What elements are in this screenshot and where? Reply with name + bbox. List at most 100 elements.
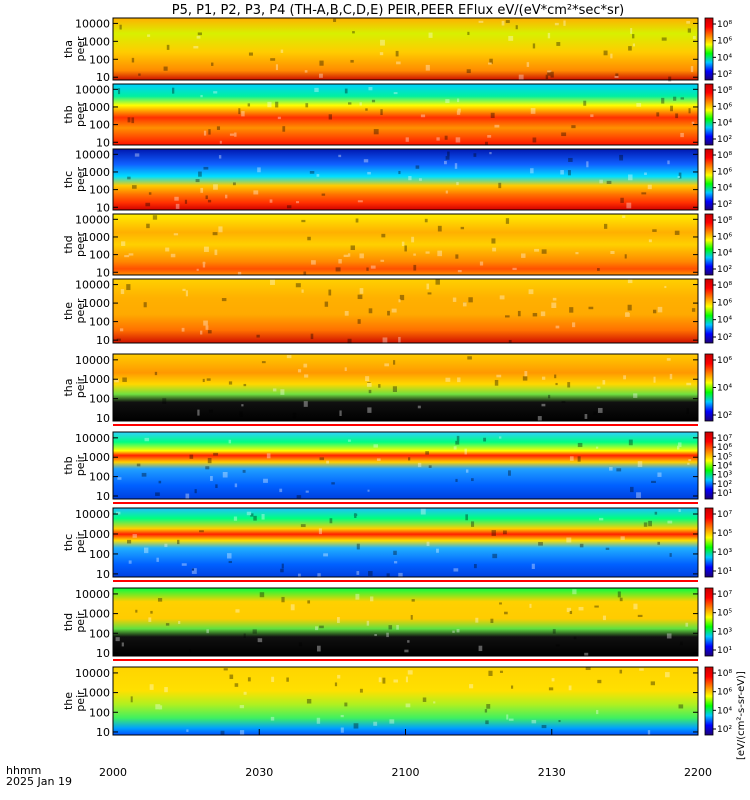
colorbar-tick-label: 10² xyxy=(717,725,732,735)
y-tick-label: 10 xyxy=(96,568,110,581)
spectrogram-image xyxy=(113,508,698,577)
y-tick-label: 1000 xyxy=(82,528,110,541)
y-tick-label: 100 xyxy=(89,706,110,719)
colorbar-tick-label: 10³ xyxy=(717,548,732,558)
colorbar-tick-label: 10⁶ xyxy=(717,443,732,453)
panel-frame xyxy=(112,507,699,578)
colorbar-tick-label: 10⁴ xyxy=(717,462,732,472)
colorbar xyxy=(704,83,714,146)
colorbar-tick-label: 10⁸ xyxy=(717,281,732,291)
colorbar-tick-label: 10⁵ xyxy=(717,529,732,539)
colorbar-tick-label: 10⁸ xyxy=(717,86,732,96)
y-tick-label: 10 xyxy=(96,334,110,347)
y-tick-label: 10000 xyxy=(75,213,110,226)
colorbar-tick-label: 10⁷ xyxy=(717,590,732,600)
colorbar-tick-label: 10⁴ xyxy=(717,316,732,326)
panel-label-species: peir xyxy=(74,376,87,398)
colorbar xyxy=(704,507,714,578)
y-tick-label: 1000 xyxy=(82,166,110,179)
spectrogram-image xyxy=(113,588,698,656)
y-tick-label: 100 xyxy=(89,627,110,640)
y-tick-label: 1000 xyxy=(82,373,110,386)
panel-label-probe: tha xyxy=(62,40,75,58)
panel-label-probe: thd xyxy=(62,235,75,253)
y-tick-label: 100 xyxy=(89,249,110,262)
spectrogram-texture xyxy=(130,667,684,736)
colorbar-tick-label: 10² xyxy=(717,200,732,210)
y-tick-label: 1000 xyxy=(82,687,110,700)
panel-label-probe: thb xyxy=(62,105,75,123)
colorbar xyxy=(704,353,714,422)
colorbar-tick-label: 10¹ xyxy=(717,646,732,656)
colorbar-tick-label: 10¹ xyxy=(717,567,732,577)
y-tick-label: 10 xyxy=(96,136,110,149)
panel-frame xyxy=(112,83,699,146)
colorbar-tick-label: 10⁴ xyxy=(717,53,732,63)
spectrogram-image xyxy=(113,18,698,80)
spectrogram-texture xyxy=(117,87,695,145)
y-tick-label: 10 xyxy=(96,647,110,660)
separator-bar xyxy=(113,502,698,504)
y-tick-label: 100 xyxy=(89,548,110,561)
colorbar xyxy=(704,278,714,344)
colorbar-tick-label: 10⁶ xyxy=(717,298,732,308)
colorbar-tick-label: 10² xyxy=(717,265,732,275)
colorbar-tick-label: 10⁴ xyxy=(717,706,732,716)
panel-label-species: peer xyxy=(74,36,87,62)
spectrogram-image xyxy=(113,149,698,210)
y-tick-label: 1000 xyxy=(82,231,110,244)
panel-label-probe: thc xyxy=(62,534,75,551)
colorbar-tick-label: 10⁵ xyxy=(717,609,732,619)
colorbar xyxy=(704,213,714,276)
panel-label-species: peir xyxy=(74,454,87,476)
colorbar-tick-label: 10² xyxy=(717,480,732,490)
y-tick-label: 10000 xyxy=(75,667,110,680)
x-axis-label-date: 2025 Jan 19 xyxy=(6,775,72,788)
y-tick-label: 10 xyxy=(96,726,110,739)
spectrogram-texture xyxy=(115,508,681,578)
panel-label-probe: tha xyxy=(62,378,75,396)
y-tick-label: 1000 xyxy=(82,608,110,621)
panel-label-species: peir xyxy=(74,690,87,712)
y-tick-label: 1000 xyxy=(82,101,110,114)
colorbar-tick-label: 10⁴ xyxy=(717,119,732,129)
x-tick-label: 2030 xyxy=(245,766,273,779)
colorbar-tick-label: 10⁷ xyxy=(717,510,732,520)
colorbar-tick-label: 10⁵ xyxy=(717,452,732,462)
x-tick-label: 2200 xyxy=(684,766,712,779)
panel-frame xyxy=(112,148,699,211)
spectrogram-texture xyxy=(115,589,689,656)
chart-title: P5, P1, P2, P3, P4 (TH-A,B,C,D,E) PEIR,P… xyxy=(172,3,625,18)
colorbar-tick-label: 10⁶ xyxy=(717,167,732,177)
colorbar-tick-label: 10² xyxy=(717,135,732,145)
x-axis-label-time: hhmm xyxy=(6,764,41,777)
spectrogram-image xyxy=(113,432,698,499)
y-tick-label: 10000 xyxy=(75,279,110,292)
panel-label-species: peir xyxy=(74,611,87,633)
y-tick-label: 10 xyxy=(96,201,110,214)
y-tick-label: 10 xyxy=(96,266,110,279)
y-tick-label: 1000 xyxy=(82,297,110,310)
spectrogram-image xyxy=(113,279,698,343)
colorbar-tick-label: 10⁸ xyxy=(717,151,732,161)
x-tick-label: 2130 xyxy=(538,766,566,779)
panel-frame xyxy=(112,278,699,344)
colorbar-tick-label: 10⁸ xyxy=(717,20,732,30)
y-tick-label: 10000 xyxy=(75,508,110,521)
separator-bar xyxy=(113,580,698,582)
panel-frame xyxy=(112,213,699,276)
colorbar-tick-label: 10⁶ xyxy=(717,688,732,698)
spectrogram-texture xyxy=(119,18,696,82)
colorbar-tick-label: 10⁸ xyxy=(717,216,732,226)
spectrogram-texture xyxy=(117,435,692,499)
colorbar-tick-label: 10⁷ xyxy=(717,434,732,444)
